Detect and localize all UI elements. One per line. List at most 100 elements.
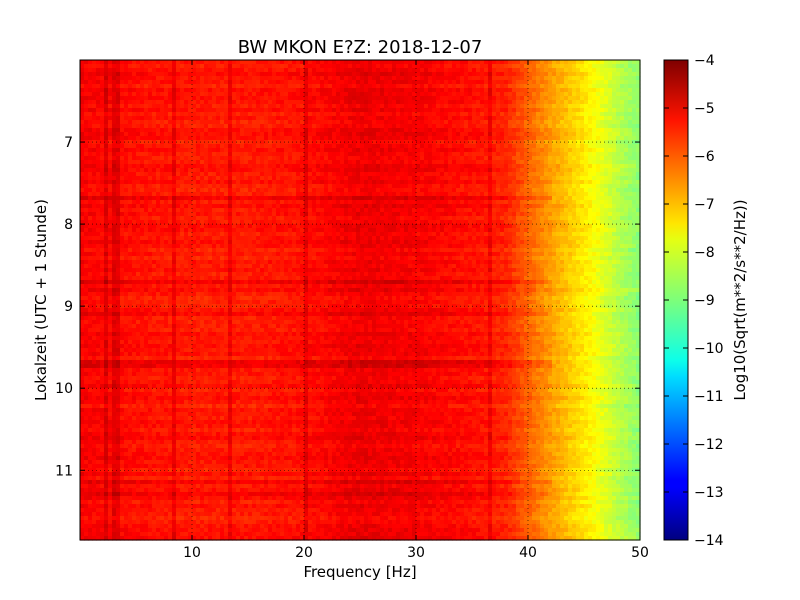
heatmap-cell (228, 180, 233, 185)
heatmap-cell (368, 168, 373, 173)
heatmap-cell (604, 144, 609, 149)
heatmap-cell (428, 128, 433, 133)
heatmap-cell (164, 68, 169, 73)
heatmap-cell (616, 96, 621, 101)
heatmap-cell (420, 88, 425, 93)
heatmap-cell (404, 112, 409, 117)
heatmap-cell (452, 160, 457, 165)
heatmap-cell (496, 184, 501, 189)
heatmap-cell (328, 84, 333, 89)
heatmap-cell (628, 188, 633, 193)
heatmap-cell (440, 108, 445, 113)
heatmap-cell (568, 148, 573, 153)
heatmap-cell (252, 84, 257, 89)
heatmap-cell (176, 88, 181, 93)
heatmap-cell (632, 112, 637, 117)
heatmap-cell (620, 104, 625, 109)
heatmap-cell (308, 188, 313, 193)
heatmap-cell (324, 128, 329, 133)
heatmap-cell (532, 144, 537, 149)
heatmap-cell (636, 180, 641, 185)
heatmap-cell (576, 152, 581, 157)
heatmap-cell (288, 60, 293, 65)
heatmap-cell (256, 88, 261, 93)
heatmap-cell (504, 68, 509, 73)
heatmap-cell (160, 124, 165, 129)
heatmap-cell (172, 100, 177, 105)
heatmap-cell (392, 64, 397, 69)
heatmap-cell (508, 100, 513, 105)
heatmap-cell (168, 196, 173, 201)
heatmap-cell (472, 124, 477, 129)
heatmap-cell (316, 80, 321, 85)
heatmap-cell (352, 172, 357, 177)
heatmap-cell (212, 60, 217, 65)
heatmap-cell (424, 124, 429, 129)
heatmap-cell (156, 144, 161, 149)
heatmap-cell (476, 144, 481, 149)
heatmap-cell (252, 176, 257, 181)
heatmap-cell (384, 80, 389, 85)
heatmap-cell (280, 116, 285, 121)
heatmap-cell (388, 128, 393, 133)
heatmap-cell (276, 192, 281, 197)
heatmap-cell (104, 100, 109, 105)
heatmap-cell (572, 108, 577, 113)
heatmap-cell (352, 68, 357, 73)
heatmap-cell (228, 200, 233, 205)
heatmap-cell (372, 148, 377, 153)
heatmap-cell (408, 88, 413, 93)
heatmap-cell (428, 60, 433, 65)
heatmap-cell (460, 184, 465, 189)
heatmap-cell (636, 108, 641, 113)
heatmap-cell (576, 96, 581, 101)
heatmap-cell (152, 116, 157, 121)
heatmap-cell (304, 156, 309, 161)
heatmap-cell (124, 104, 129, 109)
heatmap-cell (520, 136, 525, 141)
heatmap-cell (608, 164, 613, 169)
heatmap-cell (384, 168, 389, 173)
heatmap-cell (576, 160, 581, 165)
heatmap-cell (456, 184, 461, 189)
heatmap-cell (212, 116, 217, 121)
heatmap-cell (560, 176, 565, 181)
heatmap-cell (572, 148, 577, 153)
heatmap-cell (124, 156, 129, 161)
heatmap-cell (276, 172, 281, 177)
heatmap-cell (464, 84, 469, 89)
heatmap-cell (432, 120, 437, 125)
heatmap-cell (84, 88, 89, 93)
heatmap-cell (488, 120, 493, 125)
heatmap-cell (308, 168, 313, 173)
heatmap-cell (368, 180, 373, 185)
heatmap-cell (208, 60, 213, 65)
heatmap-cell (384, 148, 389, 153)
heatmap-cell (220, 132, 225, 137)
heatmap-cell (540, 172, 545, 177)
heatmap-cell (524, 80, 529, 85)
heatmap-cell (276, 184, 281, 189)
heatmap-cell (88, 64, 93, 69)
heatmap-cell (504, 112, 509, 117)
heatmap-cell (552, 96, 557, 101)
heatmap-cell (148, 176, 153, 181)
heatmap-cell (588, 112, 593, 117)
heatmap-cell (196, 152, 201, 157)
heatmap-cell (164, 60, 169, 65)
heatmap-cell (632, 156, 637, 161)
heatmap-cell (156, 108, 161, 113)
heatmap-cell (388, 84, 393, 89)
heatmap-cell (152, 180, 157, 185)
heatmap-cell (220, 172, 225, 177)
heatmap-cell (136, 92, 141, 97)
heatmap-cell (104, 188, 109, 193)
heatmap-cell (576, 104, 581, 109)
heatmap-cell (324, 184, 329, 189)
heatmap-cell (136, 148, 141, 153)
heatmap-cell (304, 164, 309, 169)
heatmap-cell (460, 152, 465, 157)
heatmap-cell (112, 116, 117, 121)
heatmap-cell (80, 124, 85, 129)
heatmap-cell (160, 156, 165, 161)
